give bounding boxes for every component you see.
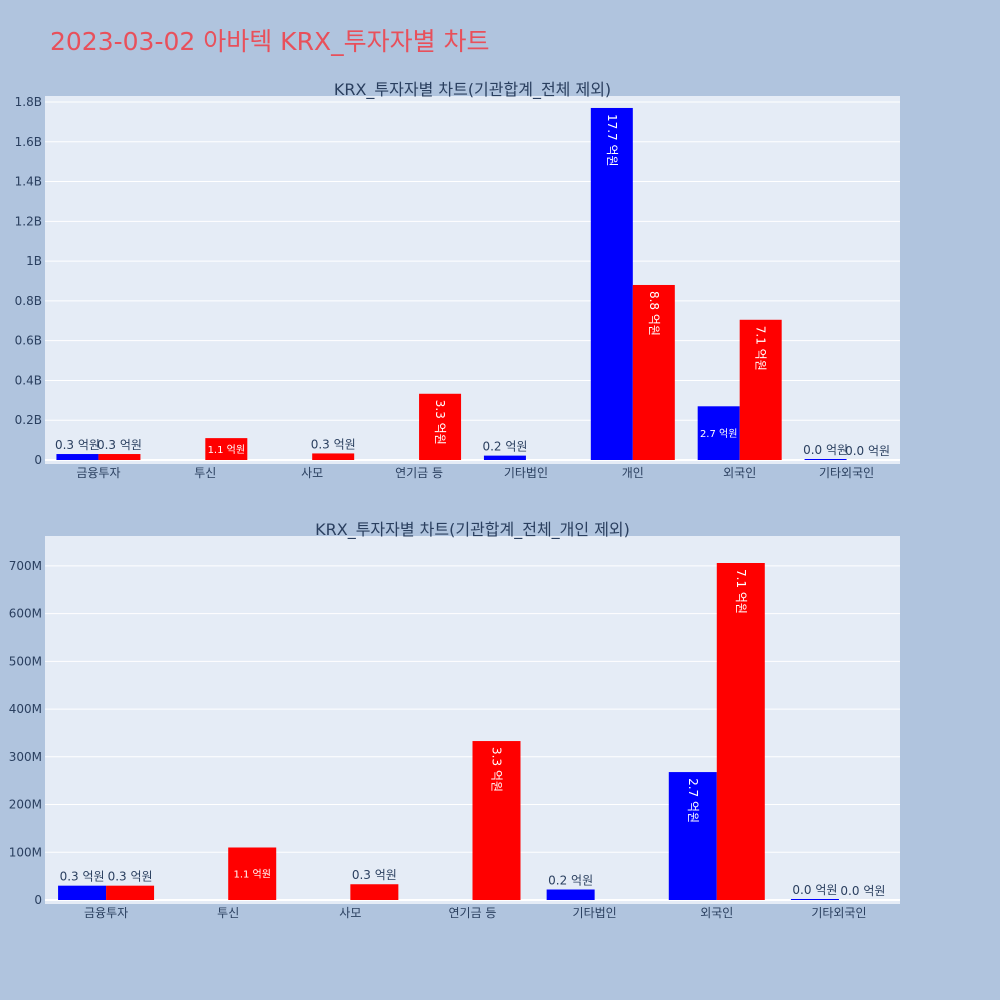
bar [483,455,526,460]
x-tick-label: 개인 [622,466,644,480]
bar [804,459,847,460]
data-label: 2.7 억원 [700,428,737,440]
x-tick-label: 투신 [194,466,216,480]
x-tick-label: 기타외국인 [811,906,866,920]
data-label: 7.1 억원 [754,326,768,371]
bar [205,438,248,460]
x-tick-label: 금융투자 [84,906,128,920]
data-label: 0.2 억원 [482,440,527,454]
data-label: 3.3 억원 [490,747,504,792]
y-tick-label: 1B [26,254,42,268]
data-label: 17.7 억원 [605,114,619,167]
x-tick-label: 투신 [217,906,239,920]
data-label: 0.3 억원 [352,868,397,882]
data-label: 0.3 억원 [60,870,105,884]
data-label: 0.2 억원 [548,873,593,887]
bar [98,454,141,460]
page-title: 2023-03-02 아바텍 KRX_투자자별 차트 [50,27,490,56]
bar [312,453,355,460]
data-label: 0.3 억원 [311,437,356,451]
bar [632,284,675,460]
y-tick-label: 0.4B [15,373,42,387]
bar [350,884,399,900]
x-tick-label: 외국인 [700,906,733,920]
x-tick-label: 금융투자 [76,466,120,480]
data-label: 8.8 억원 [647,291,661,336]
subplot-title: KRX_투자자별 차트(기관합계_전체_개인 제외) [315,520,630,540]
bar [790,899,839,900]
data-label: 3.3 억원 [433,400,447,445]
x-tick-label: 기타법인 [504,466,548,480]
data-label: 0.0 억원 [792,883,837,897]
data-label: 1.1 억원 [233,869,270,881]
data-label: 0.0 억원 [845,444,890,458]
bar [106,885,155,900]
bar [716,563,765,900]
x-tick-label: 사모 [301,466,323,480]
data-label: 2.7 억원 [686,778,700,823]
y-tick-label: 1.4B [15,175,42,189]
subplot-title: KRX_투자자별 차트(기관합계_전체 제외) [334,80,611,100]
data-label: 0.3 억원 [97,438,142,452]
data-label: 0.0 억원 [803,443,848,457]
y-tick-label: 600M [9,607,42,621]
data-label: 0.0 억원 [840,884,885,898]
x-tick-label: 외국인 [723,466,756,480]
x-tick-label: 기타법인 [573,906,617,920]
bar [546,889,595,900]
bar [58,885,107,900]
y-tick-label: 400M [9,702,42,716]
data-label: 0.3 억원 [108,870,153,884]
y-tick-label: 0.2B [15,413,42,427]
bar [419,393,462,460]
y-tick-label: 200M [9,798,42,812]
bar [590,107,633,460]
bar [697,406,740,460]
bar [739,319,782,460]
chart-panel-1: 0 0.2B 0.4B 0.6B 0.8B 1B 1.2B 1.4B 1.6B 1.8B KRX_투… [15,80,900,480]
data-label: 0.3 억원 [55,438,100,452]
x-tick-label: 연기금 등 [449,906,497,920]
chart-panel-2: 0 100M 200M 300M 400M 500M 600M 700M KRX_투자자별 차트… [9,520,900,920]
y-tick-label: 0.6B [15,334,42,348]
y-tick-label: 100M [9,845,42,859]
y-tick-label: 1.8B [15,95,42,109]
data-label: 1.1 억원 [208,444,245,456]
bar [668,772,717,900]
y-tick-label: 0.8B [15,294,42,308]
y-tick-label: 0 [34,893,42,907]
y-tick-label: 300M [9,750,42,764]
x-tick-label: 기타외국인 [819,466,874,480]
y-tick-label: 1.6B [15,135,42,149]
x-tick-label: 사모 [339,906,361,920]
y-tick-label: 700M [9,559,42,573]
y-tick-label: 1.2B [15,214,42,228]
x-tick-label: 연기금 등 [395,466,443,480]
y-tick-label: 0 [34,453,42,467]
y-tick-label: 500M [9,654,42,668]
data-label: 7.1 억원 [734,569,748,614]
bar [56,454,99,460]
bar [228,847,277,900]
bar [472,741,521,900]
